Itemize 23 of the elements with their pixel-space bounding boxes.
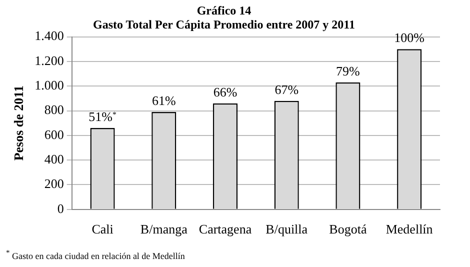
y-tick-label: 0	[57, 200, 64, 216]
annotation: 66%	[213, 84, 238, 100]
y-tick-label: 1.200	[34, 52, 64, 68]
y-tick-label: 1.400	[34, 28, 64, 44]
annotation: 61%	[152, 92, 176, 108]
chart-title: Gráfico 14	[196, 3, 252, 18]
annotation: 67%	[274, 82, 299, 97]
y-tick-label: 800	[44, 102, 64, 118]
y-tick-label: 200	[44, 176, 64, 192]
x-tick-label: B/quilla	[266, 222, 308, 237]
chart-subtitle: Gasto Total Per Cápita Promedio entre 2007 y 2011	[93, 18, 355, 32]
x-tick-label: Cali	[92, 222, 114, 237]
y-tick-label: 600	[44, 126, 64, 142]
x-tick-label: Bogotá	[329, 222, 367, 237]
x-tick-label: Cartagena	[198, 222, 252, 237]
text: $^{*}$ Gasto en cada ciudad en relación al de Medellín	[6, 248, 185, 261]
x-tick-label: B/manga	[140, 222, 188, 237]
annotation: 100%	[394, 30, 425, 46]
y-tick-label: 1.000	[34, 78, 64, 93]
y-axis-title: Pesos de 2011	[11, 86, 26, 161]
y-tick-label: 400	[44, 152, 64, 167]
annotation: 79%	[336, 63, 360, 78]
x-tick-label: Medellín	[386, 222, 434, 237]
